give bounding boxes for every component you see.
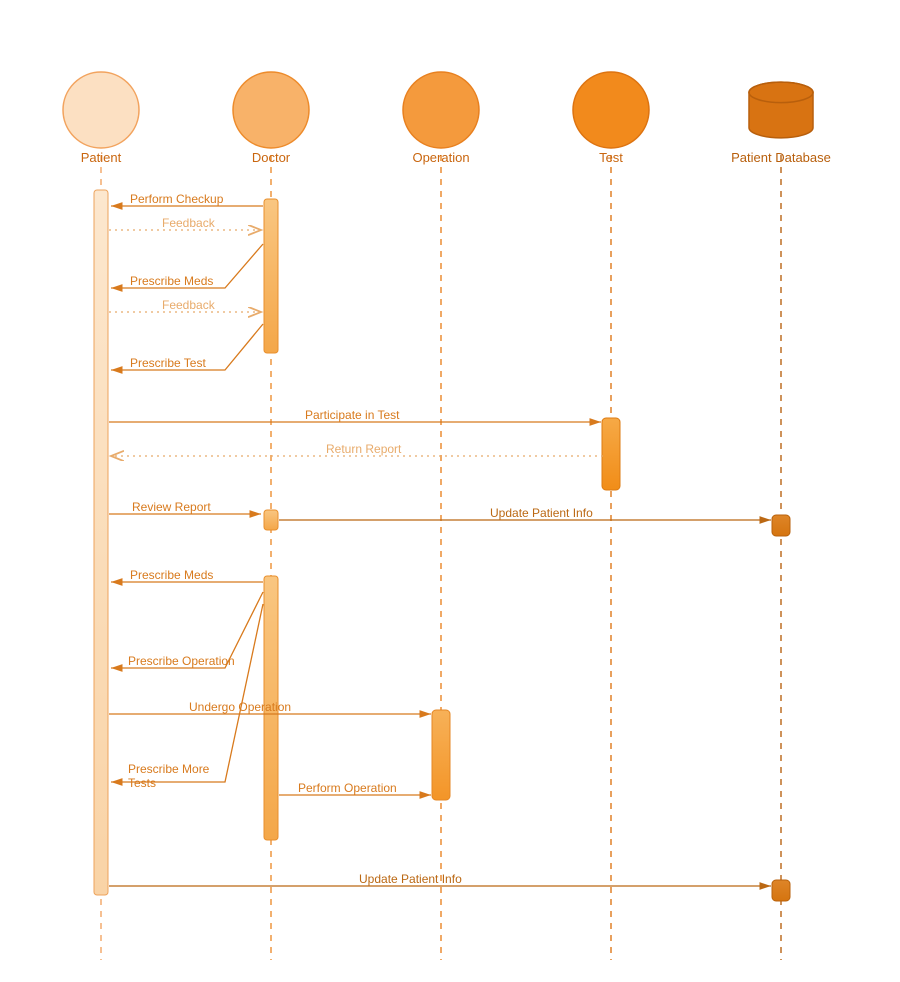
- lane-label-database: Patient Database: [731, 150, 831, 165]
- lane-label-operation: Operation: [412, 150, 469, 165]
- lane-label-doctor: Doctor: [252, 150, 290, 165]
- message-label: Prescribe Operation: [128, 654, 235, 668]
- message-label: Prescribe Meds: [130, 274, 213, 288]
- diagram-svg: [0, 0, 900, 982]
- message-label: Review Report: [132, 500, 211, 514]
- message-label: Undergo Operation: [189, 700, 291, 714]
- sequence-diagram: Patient Doctor Operation Test Patient Databa…: [0, 0, 900, 982]
- message-label: Perform Checkup: [130, 192, 223, 206]
- message-label: Prescribe Test: [130, 356, 206, 370]
- message-label: Feedback: [162, 216, 215, 230]
- message-label: Perform Operation: [298, 781, 397, 795]
- message-label: Update Patient Info: [490, 506, 593, 520]
- message-label: Feedback: [162, 298, 215, 312]
- message-label: Return Report: [326, 442, 401, 456]
- message-label: Update Patient Info: [359, 872, 462, 886]
- message-label: Participate in Test: [305, 408, 400, 422]
- message-label: Prescribe Meds: [130, 568, 213, 582]
- message-label: Prescribe MoreTests: [128, 762, 209, 790]
- lane-label-test: Test: [599, 150, 623, 165]
- lane-label-patient: Patient: [81, 150, 121, 165]
